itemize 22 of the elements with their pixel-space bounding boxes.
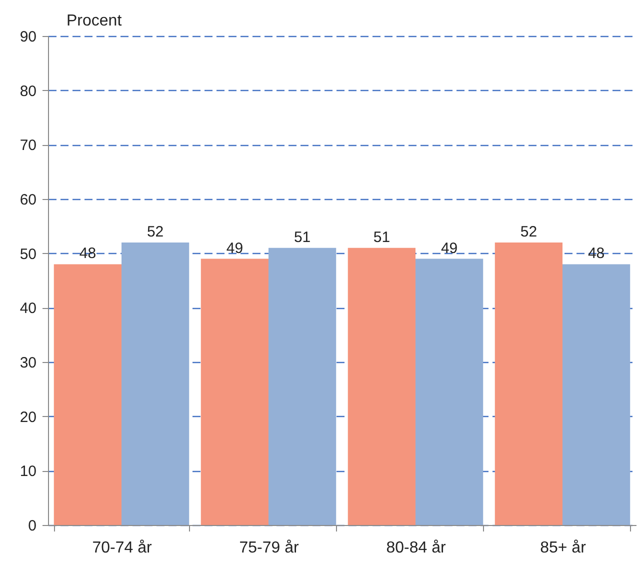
- y-tick-label: 0: [28, 518, 36, 534]
- y-tick-label: 20: [20, 408, 36, 426]
- data-label: 48: [79, 245, 96, 262]
- y-tick-label: 50: [20, 246, 36, 263]
- data-label: 52: [146, 223, 164, 240]
- x-tick-label: 75-79 år: [239, 540, 300, 556]
- y-tick-label: 80: [20, 82, 36, 100]
- y-tick-label: 60: [20, 192, 36, 208]
- x-tick-label: 85+ år: [540, 540, 587, 556]
- x-tick-label: 70-74 år: [92, 540, 152, 556]
- data-label: 52: [520, 223, 538, 240]
- y-axis-title: Procent: [66, 12, 122, 30]
- y-tick-label: 10: [20, 463, 36, 480]
- y-tick-label: 40: [20, 300, 36, 318]
- y-tick-label: 30: [20, 354, 36, 372]
- data-label: 49: [440, 240, 458, 257]
- data-label: 49: [226, 240, 244, 257]
- data-label: 51: [294, 228, 311, 246]
- x-tick-label: 80-84 år: [386, 540, 446, 556]
- y-tick-label: 70: [20, 137, 36, 154]
- y-tick-label: 90: [20, 28, 36, 46]
- data-label: 51: [373, 228, 390, 246]
